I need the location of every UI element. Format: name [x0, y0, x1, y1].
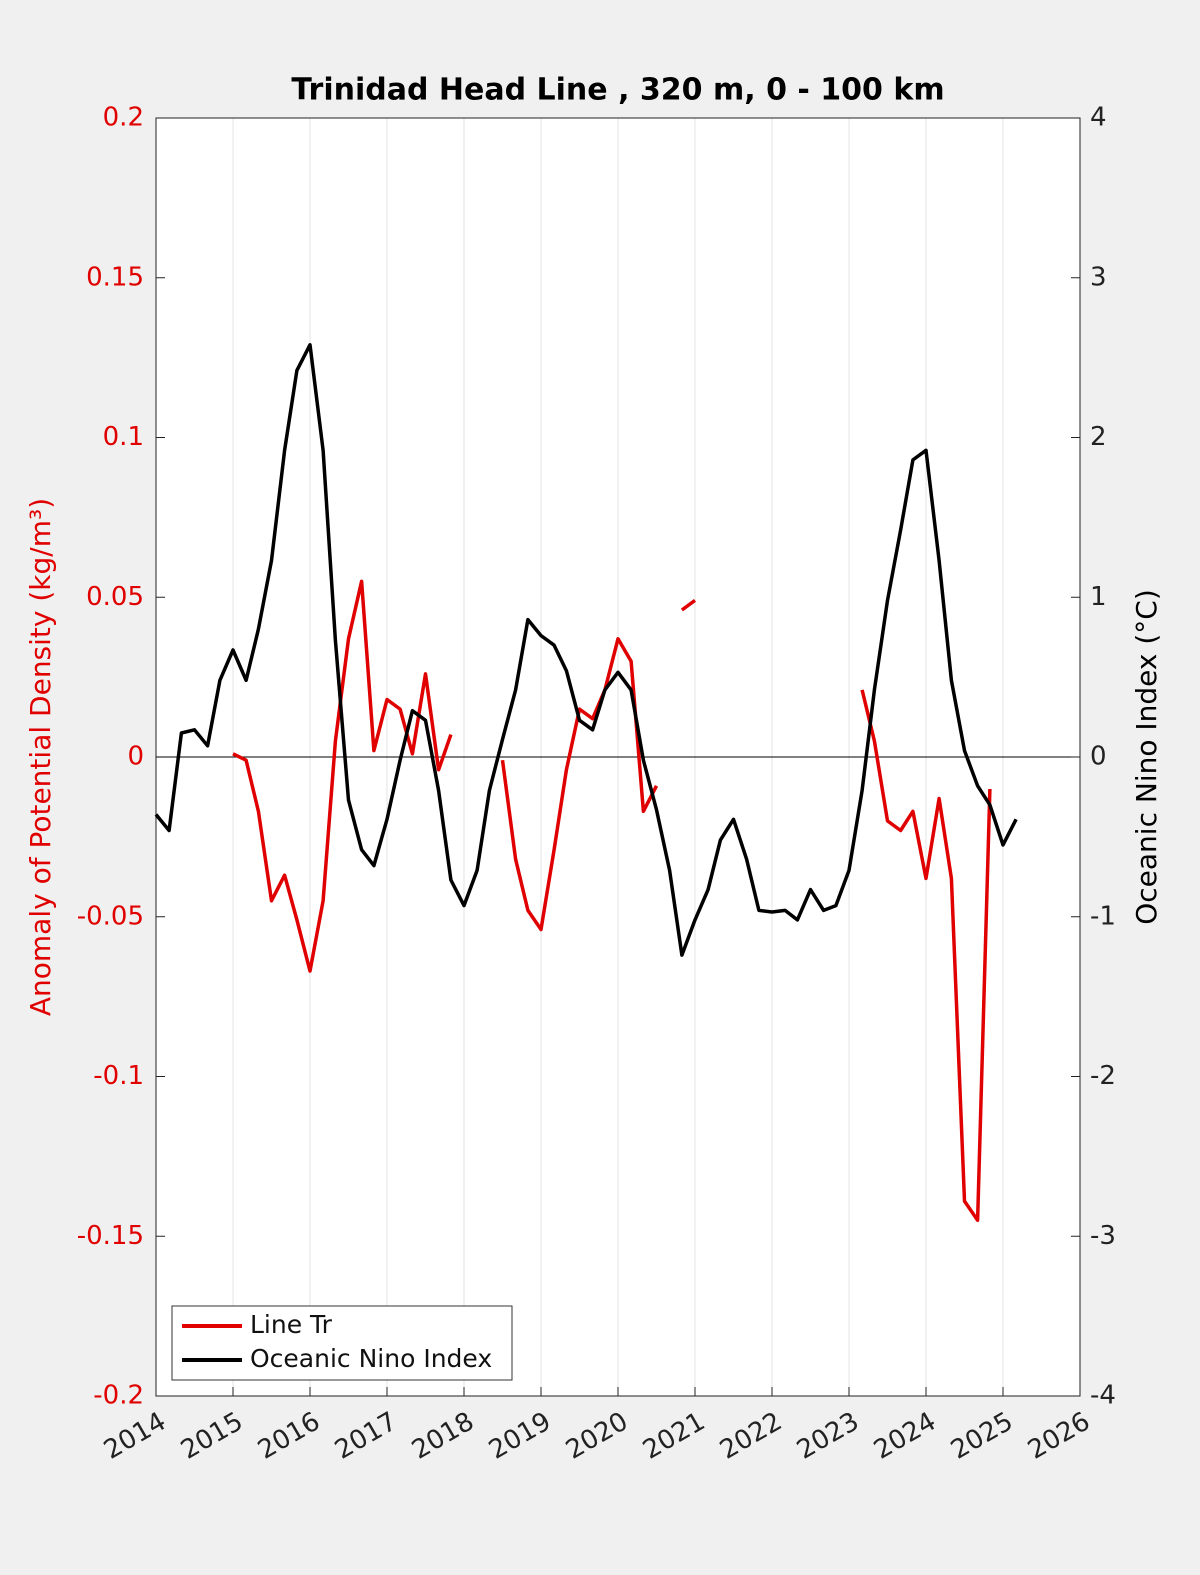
y-tick-label: -0.05 — [77, 901, 144, 931]
y2-tick-label: 4 — [1090, 103, 1107, 133]
y2-tick-label: 3 — [1090, 262, 1107, 292]
x-tick-label: 2015 — [176, 1407, 248, 1466]
y-tick-label: -0.15 — [77, 1221, 144, 1251]
y2-tick-label: -1 — [1090, 901, 1116, 931]
y-tick-label: 0.1 — [103, 422, 144, 452]
y-tick-label: -0.2 — [93, 1381, 144, 1411]
data-line — [154, 343, 1018, 957]
legend-label: Line Tr — [250, 1310, 333, 1339]
y-tick-label: -0.1 — [93, 1061, 144, 1091]
y2-axis-label: Oceanic Nino Index (°C) — [1130, 589, 1163, 925]
y2-tick-label: 1 — [1090, 582, 1107, 612]
x-tick-label: 2023 — [792, 1407, 864, 1466]
y-tick-label: 0.05 — [86, 582, 144, 612]
y2-tick-label: -2 — [1090, 1061, 1116, 1091]
x-tick-label: 2022 — [715, 1407, 787, 1466]
y-tick-label: 0 — [127, 742, 144, 772]
chart-title: Trinidad Head Line , 320 m, 0 - 100 km — [291, 73, 944, 108]
x-tick-label: 2016 — [253, 1407, 325, 1466]
data-line — [232, 579, 992, 1223]
x-tick-label: 2021 — [638, 1407, 710, 1466]
x-tick-label: 2024 — [869, 1407, 941, 1466]
y-axis-label: Anomaly of Potential Density (kg/m³) — [24, 498, 57, 1016]
y2-tick-label: 2 — [1090, 422, 1107, 452]
x-tick-label: 2020 — [561, 1407, 633, 1466]
y2-tick-label: 0 — [1090, 742, 1107, 772]
legend-label: Oceanic Nino Index — [250, 1344, 492, 1373]
y-tick-label: 0.15 — [86, 262, 144, 292]
y2-tick-label: -3 — [1090, 1221, 1116, 1251]
x-tick-label: 2025 — [946, 1407, 1018, 1466]
x-tick-label: 2017 — [330, 1407, 402, 1466]
x-tick-label: 2019 — [484, 1407, 556, 1466]
legend-box — [171, 1305, 513, 1381]
x-tick-label: 2014 — [99, 1407, 171, 1466]
y-tick-label: 0.2 — [103, 103, 144, 133]
legend: Line Tr Oceanic Nino Index — [171, 1305, 513, 1381]
y2-tick-label: -4 — [1090, 1381, 1116, 1411]
x-tick-label: 2018 — [407, 1407, 479, 1466]
x-tick-label: 2026 — [1023, 1407, 1095, 1466]
plot-frame — [155, 117, 1081, 1397]
